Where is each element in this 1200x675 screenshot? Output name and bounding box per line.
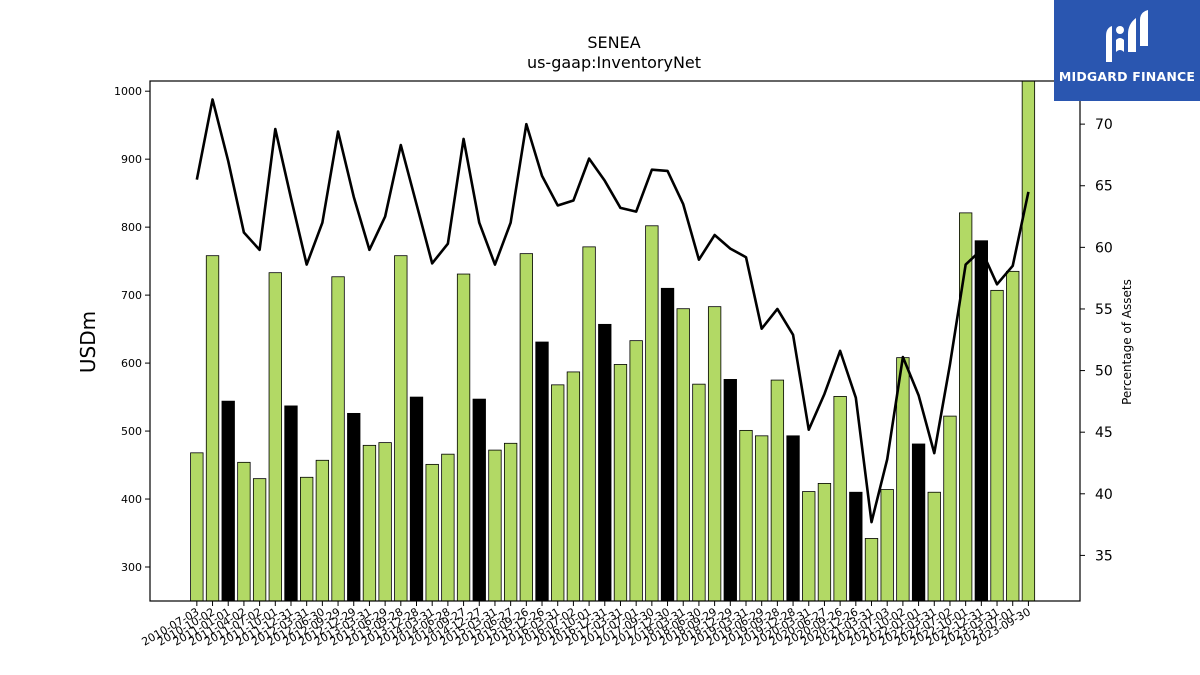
y2-tick-label: 65 bbox=[1095, 179, 1113, 195]
y-tick-label: 500 bbox=[121, 425, 142, 438]
bar bbox=[707, 306, 722, 602]
y2-tick-label: 55 bbox=[1095, 302, 1113, 318]
bar bbox=[676, 308, 690, 602]
bar bbox=[613, 364, 628, 602]
y-tick-label: 400 bbox=[121, 493, 142, 506]
y-tick-label: 300 bbox=[121, 561, 142, 574]
bar bbox=[864, 538, 879, 602]
bar bbox=[268, 272, 282, 602]
bar bbox=[629, 340, 643, 602]
bar-highlighted bbox=[849, 491, 863, 602]
bar bbox=[880, 489, 894, 602]
bar-highlighted bbox=[598, 323, 612, 602]
bar bbox=[205, 255, 220, 602]
bar-highlighted bbox=[472, 398, 486, 602]
bar bbox=[770, 379, 785, 602]
bar-highlighted bbox=[911, 443, 926, 602]
bar bbox=[252, 478, 267, 602]
percentage-line-series bbox=[195, 98, 1030, 524]
bar bbox=[441, 453, 455, 602]
brand-name: MIDGARD FINANCE bbox=[1058, 69, 1196, 84]
y-tick-label: 700 bbox=[121, 289, 142, 302]
bar bbox=[692, 383, 706, 602]
y-tick-label: 900 bbox=[121, 153, 142, 166]
bar bbox=[378, 442, 392, 602]
bar-highlighted bbox=[974, 240, 988, 602]
bar-highlighted bbox=[786, 435, 800, 602]
bar bbox=[566, 371, 581, 602]
bar bbox=[896, 357, 910, 602]
y2-tick-label: 50 bbox=[1095, 364, 1113, 380]
bar-highlighted bbox=[347, 412, 361, 602]
bar bbox=[237, 461, 251, 602]
axes: 300 400 500 600 700 800 900 1000 35 40 45 50 55 60 65 7… bbox=[114, 80, 1113, 649]
bar bbox=[943, 415, 957, 602]
bar bbox=[315, 459, 330, 602]
y2-tick-label: 60 bbox=[1095, 240, 1113, 256]
bar bbox=[833, 395, 847, 602]
y-tick-label: 600 bbox=[121, 357, 142, 370]
bar bbox=[551, 384, 565, 602]
y-tick-label: 1000 bbox=[114, 85, 142, 98]
bar bbox=[519, 253, 533, 602]
chart-subtitle: us-gaap:InventoryNet bbox=[527, 53, 701, 72]
bar bbox=[488, 449, 502, 602]
bar bbox=[503, 442, 518, 602]
bar bbox=[739, 429, 753, 602]
bar bbox=[1006, 270, 1020, 602]
bar-highlighted bbox=[409, 396, 424, 602]
bar bbox=[582, 246, 596, 602]
y2-tick-label: 35 bbox=[1095, 548, 1113, 564]
bar bbox=[425, 463, 439, 602]
midgard-m-icon bbox=[1106, 10, 1148, 62]
y2-axis-label: Percentage of Assets bbox=[1120, 279, 1134, 405]
bar-highlighted bbox=[535, 341, 549, 602]
bar bbox=[755, 435, 769, 602]
bar bbox=[362, 444, 377, 602]
bar bbox=[190, 452, 204, 602]
bar bbox=[927, 491, 941, 602]
bar bbox=[645, 225, 659, 602]
bar bbox=[990, 289, 1004, 602]
bar-highlighted bbox=[723, 379, 737, 602]
bar-highlighted bbox=[660, 287, 675, 602]
bar bbox=[1021, 80, 1036, 602]
bar bbox=[331, 276, 345, 602]
y-axis-label: USDm bbox=[76, 311, 100, 373]
plot-frame bbox=[149, 80, 1081, 602]
bar-highlighted bbox=[284, 405, 298, 602]
y-tick-label: 800 bbox=[121, 221, 142, 234]
chart-title: SENEA bbox=[587, 33, 640, 52]
bar bbox=[300, 476, 314, 602]
bar bbox=[817, 483, 832, 602]
bar-highlighted bbox=[221, 400, 235, 602]
percentage-line bbox=[195, 98, 1030, 524]
y2-tick-label: 40 bbox=[1095, 487, 1113, 503]
brand-logo: MIDGARD FINANCE bbox=[1054, 0, 1200, 101]
bar bbox=[456, 273, 471, 602]
y2-tick-label: 45 bbox=[1095, 425, 1113, 441]
y2-tick-label: 70 bbox=[1095, 117, 1113, 133]
bar-series bbox=[190, 80, 1036, 602]
bar bbox=[802, 491, 816, 602]
bar bbox=[394, 255, 408, 602]
